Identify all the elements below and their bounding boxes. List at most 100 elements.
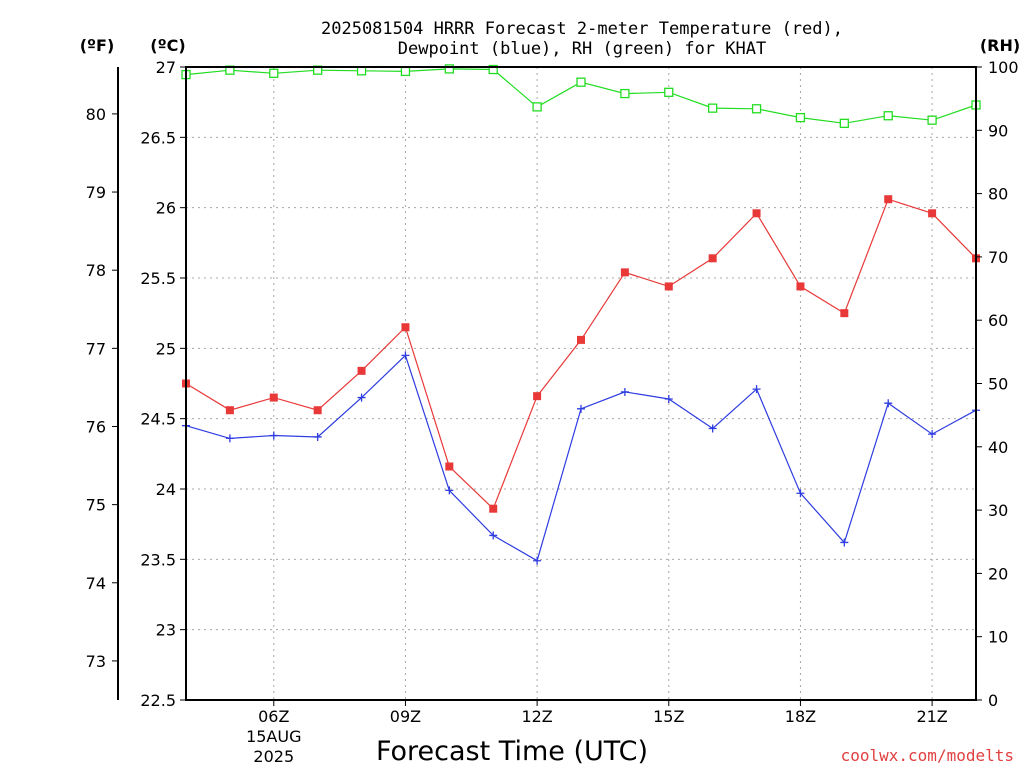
rh-point-12Z: [532, 102, 542, 112]
temperature-point-20Z: [884, 195, 893, 204]
fahrenheit-tick-label-0: 73: [86, 652, 106, 671]
x-tick-label-4: 18Z: [785, 707, 816, 726]
x-tick-sublabel-0-1: 2025: [253, 747, 294, 766]
temperature-point-06Z: [269, 393, 278, 402]
rh-tick-label-1: 10: [988, 628, 1008, 647]
dewpoint-point-15Z: [664, 394, 673, 403]
fahrenheit-tick-label-1: 74: [86, 574, 106, 593]
x-tick-label-1: 09Z: [390, 707, 421, 726]
rh-tick-label-5: 50: [988, 375, 1008, 394]
credit-text: coolwx.com/modelts: [841, 746, 1014, 765]
temperature-series-line: [185, 198, 977, 510]
dewpoint-point-16Z: [708, 424, 717, 433]
celsius-tick-label-5: 25: [156, 339, 176, 358]
celsius-tick-label-9: 27: [156, 58, 176, 77]
rh-unit-label: (RH): [980, 36, 1020, 55]
temperature-point-15Z: [664, 282, 673, 291]
celsius-unit-label: (ºC): [150, 36, 185, 55]
rh-point-18Z: [795, 112, 806, 123]
rh-tick-label-0: 0: [988, 691, 998, 710]
dewpoint-point-11Z: [489, 531, 498, 540]
fahrenheit-tick-label-2: 75: [86, 496, 106, 515]
dewpoint-point-21Z: [928, 430, 937, 439]
temperature-point-14Z: [620, 268, 629, 277]
temperature-point-21Z: [928, 209, 937, 218]
dewpoint-point-05Z: [225, 434, 234, 443]
fahrenheit-tick-label-7: 80: [86, 105, 106, 124]
x-tick-label-0: 06Z: [258, 707, 289, 726]
temperature-point-10Z: [445, 462, 454, 471]
fahrenheit-tick-label-6: 79: [86, 183, 106, 202]
rh-point-14Z: [620, 88, 630, 99]
tick-labels: 22.5 23 23.5 24 24.5 25 25.5 26 26.5 27 73 74 75 76 77…: [86, 58, 1019, 766]
dewpoint-point-13Z: [577, 404, 585, 413]
rh-tick-label-6: 60: [988, 311, 1008, 330]
rh-tick-label-4: 40: [988, 438, 1008, 457]
temperature-point-19Z: [840, 309, 849, 318]
temperature-point-11Z: [489, 504, 498, 513]
dewpoint-point-06Z: [269, 431, 278, 440]
rh-point-20Z: [883, 111, 893, 121]
rh-point-06Z: [269, 68, 279, 78]
rh-tick-label-2: 20: [988, 564, 1008, 583]
dewpoint-point-07Z: [313, 432, 322, 441]
temperature-point-08Z: [357, 366, 366, 375]
temperature-point-16Z: [708, 254, 717, 263]
rh-tick-label-3: 30: [988, 501, 1008, 520]
rh-point-09Z: [400, 66, 411, 77]
rh-point-19Z: [839, 118, 849, 128]
dewpoint-point-14Z: [620, 387, 629, 396]
dewpoint-point-08Z: [357, 393, 366, 402]
dewpoint-point-18Z: [796, 489, 805, 498]
celsius-tick-label-8: 26.5: [140, 128, 176, 147]
fahrenheit-unit-label: (ºF): [80, 36, 115, 55]
rh-point-21Z: [927, 115, 937, 125]
x-axis-label: Forecast Time (UTC): [376, 736, 648, 767]
celsius-tick-label-4: 24.5: [140, 410, 176, 429]
dewpoint-point-17Z: [752, 385, 761, 394]
rh-tick-label-9: 90: [988, 121, 1008, 140]
rh-point-10Z: [444, 64, 454, 74]
celsius-tick-label-0: 22.5: [140, 691, 176, 710]
fahrenheit-tick-label-5: 78: [86, 261, 106, 280]
rh-series-line: [185, 68, 977, 124]
celsius-tick-label-1: 23: [156, 621, 176, 640]
fahrenheit-tick-label-3: 76: [86, 417, 106, 436]
grid-lines: [186, 67, 976, 700]
fahrenheit-tick-label-4: 77: [86, 339, 106, 358]
celsius-tick-label-2: 23.5: [140, 550, 176, 569]
celsius-tick-label-7: 26: [156, 199, 176, 218]
dewpoint-point-12Z: [533, 556, 542, 565]
x-tick-label-5: 21Z: [916, 707, 947, 726]
dewpoint-point-19Z: [840, 538, 849, 547]
temperature-point-09Z: [401, 323, 410, 332]
celsius-tick-label-3: 24: [156, 480, 176, 499]
temperature-point-17Z: [752, 209, 761, 218]
rh-point-13Z: [576, 77, 586, 87]
rh-tick-label-8: 80: [988, 185, 1008, 204]
chart-title-line-2: Dewpoint (blue), RH (green) for KHAT: [398, 39, 766, 59]
temperature-point-13Z: [577, 335, 585, 344]
plot-frame: [185, 66, 977, 701]
dewpoint-point-09Z: [401, 351, 410, 360]
rh-point-17Z: [751, 104, 762, 114]
rh-point-15Z: [664, 87, 674, 97]
dewpoint-series-line: [185, 354, 977, 562]
rh-tick-label-7: 70: [988, 248, 1008, 267]
temperature-point-12Z: [533, 392, 542, 401]
rh-tick-label-10: 100: [988, 58, 1019, 77]
temperature-point-05Z: [225, 406, 234, 415]
temperature-point-18Z: [796, 282, 805, 291]
x-tick-label-3: 15Z: [653, 707, 684, 726]
rh-point-16Z: [708, 103, 718, 113]
x-tick-sublabel-0-0: 15AUG: [246, 727, 301, 746]
temperature-point-07Z: [313, 406, 322, 415]
x-tick-label-2: 12Z: [521, 707, 552, 726]
chart-title-line-1: 2025081504 HRRR Forecast 2-meter Tempera…: [321, 19, 843, 39]
dewpoint-point-10Z: [445, 486, 454, 495]
dewpoint-point-20Z: [884, 399, 893, 408]
rh-point-11Z: [488, 64, 498, 75]
celsius-tick-label-6: 25.5: [140, 269, 176, 288]
series-layer: [181, 64, 981, 565]
